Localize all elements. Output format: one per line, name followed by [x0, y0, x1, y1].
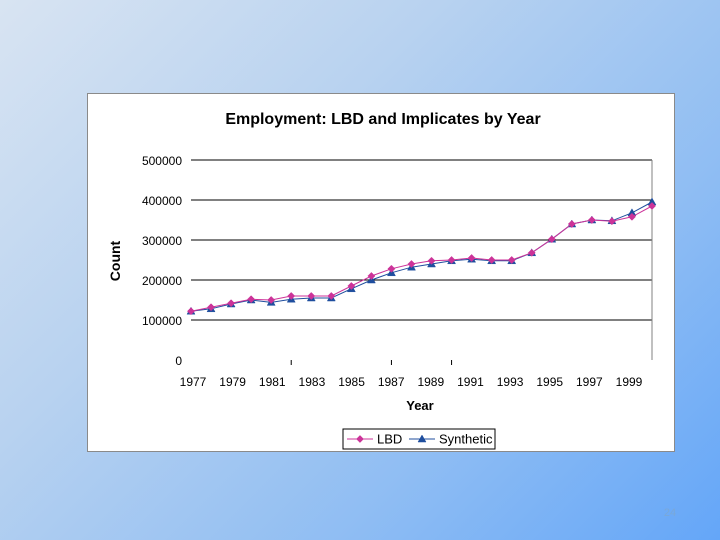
- y-tick-label-1: 100000: [142, 314, 182, 328]
- x-tick-label-1: 1979: [219, 375, 246, 389]
- grid-layer: [191, 159, 652, 321]
- y-axis-label: Count: [107, 240, 123, 281]
- legend-marker-synthetic: [417, 434, 427, 443]
- y-tick-label-2: 200000: [142, 274, 182, 288]
- point-lbd-1990: [447, 256, 456, 264]
- series-line-lbd: [190, 205, 653, 312]
- x-tick-label-2: 1981: [259, 375, 286, 389]
- x-tick-label-9: 1995: [536, 375, 563, 389]
- chart-title: Employment: LBD and Implicates by Year: [225, 111, 540, 128]
- point-lbd-1991: [467, 254, 476, 262]
- point-lbd-1981: [267, 296, 276, 304]
- legend-marker-lbd: [356, 435, 364, 443]
- point-lbd-1986: [367, 272, 376, 280]
- point-lbd-1987: [387, 264, 396, 273]
- point-lbd-1997: [587, 216, 596, 224]
- point-lbd-1995: [547, 235, 556, 244]
- point-lbd-1993: [507, 256, 516, 264]
- x-tick-label-8: 1993: [497, 375, 524, 389]
- slide-number: 24: [663, 507, 677, 519]
- point-lbd-1989: [427, 256, 436, 265]
- x-tick-label-0: 1977: [180, 375, 207, 389]
- point-lbd-1982: [287, 292, 296, 300]
- series-line-synthetic: [190, 201, 653, 312]
- point-lbd-1988: [407, 260, 416, 268]
- y-tick-label-5: 500000: [142, 154, 182, 168]
- legend: LBD Synthetic: [342, 428, 496, 450]
- x-axis-label: Year: [406, 398, 433, 413]
- point-lbd-1998: [607, 217, 616, 226]
- point-lbd-1985: [347, 282, 356, 290]
- point-lbd-1979: [227, 299, 236, 308]
- point-lbd-1984: [327, 292, 336, 300]
- x-tick-label-11: 1999: [616, 375, 643, 389]
- series-layer: [186, 197, 657, 316]
- point-lbd-2000: [648, 202, 656, 210]
- point-lbd-1983: [307, 292, 316, 300]
- point-lbd-1994: [527, 248, 536, 257]
- point-lbd-1977: [187, 307, 195, 316]
- axis-layer: 0 100000 200000 300000 400000 500000 1977 1979 1…: [142, 154, 653, 389]
- x-tick-label-4: 1985: [338, 375, 365, 389]
- y-tick-label-4: 400000: [142, 194, 182, 208]
- x-tick-label-5: 1987: [378, 375, 405, 389]
- y-tick-label-0: 0: [175, 354, 182, 368]
- legend-label-lbd: LBD: [377, 432, 402, 447]
- legend-label-synthetic: Synthetic: [439, 432, 493, 447]
- point-lbd-1996: [567, 220, 576, 228]
- line-chart: Employment: LBD and Implicates by Year C…: [107, 111, 657, 450]
- point-lbd-1992: [487, 256, 496, 264]
- x-tick-label-7: 1991: [457, 375, 484, 389]
- chart-frame: Employment: LBD and Implicates by Year C…: [87, 93, 675, 452]
- point-lbd-1999: [628, 212, 636, 221]
- x-tick-label-10: 1997: [576, 375, 603, 389]
- x-tick-label-3: 1983: [299, 375, 326, 389]
- y-tick-label-3: 300000: [142, 234, 182, 248]
- x-tick-label-6: 1989: [417, 375, 444, 389]
- point-lbd-1978: [207, 303, 215, 312]
- point-lbd-1980: [247, 295, 256, 304]
